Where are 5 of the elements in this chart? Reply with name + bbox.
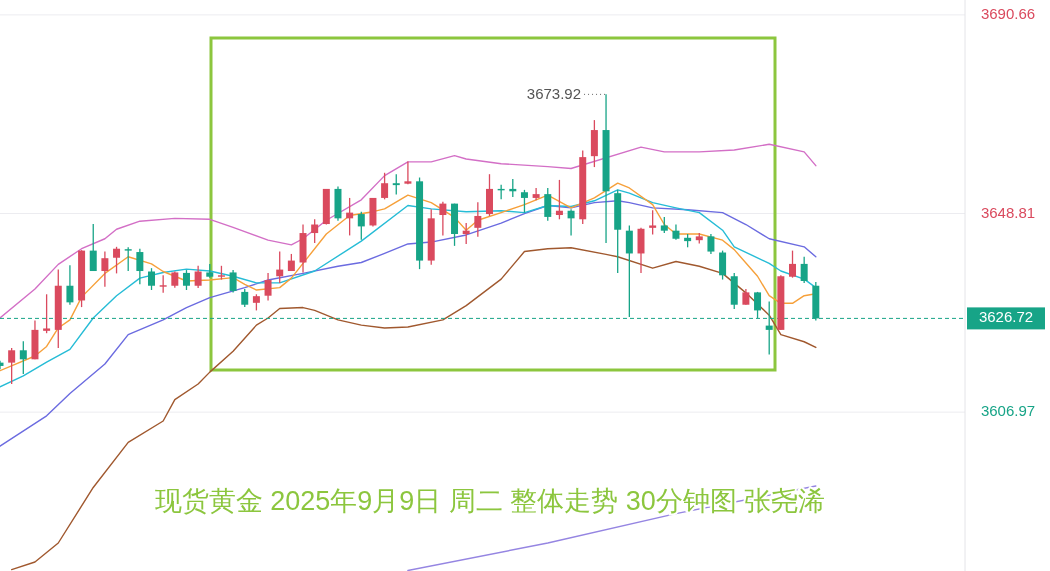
y-tick-label: 3648.81 <box>980 203 1036 221</box>
annotation: 3673.92 <box>526 85 582 103</box>
y-tick-label: 3690.66 <box>980 4 1036 22</box>
ref-line-label: 3626.72 <box>978 308 1034 326</box>
y-tick-label: 3606.97 <box>980 402 1036 420</box>
